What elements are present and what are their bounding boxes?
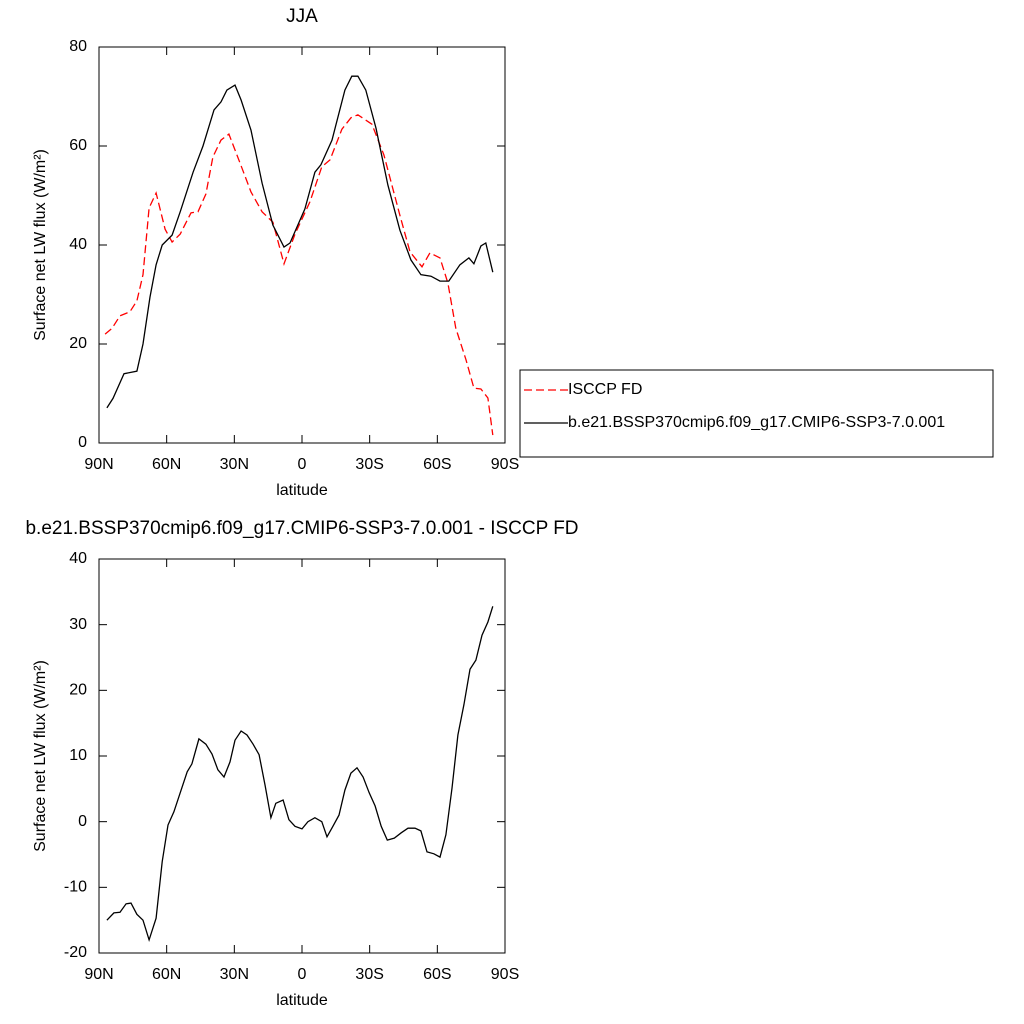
legend-box (519, 369, 994, 458)
data-line (106, 75, 494, 409)
y-tick-label: 0 (78, 813, 87, 830)
x-tick-label: 30N (220, 966, 249, 983)
x-tick-label: 30S (355, 966, 383, 983)
y-tick-label: 10 (69, 747, 87, 764)
x-tick-label: 60N (152, 456, 181, 473)
plot-frame (98, 558, 506, 954)
x-tick-label: 90N (84, 456, 113, 473)
x-tick-label: 0 (298, 966, 307, 983)
y-tick-label: 0 (78, 434, 87, 451)
x-tick-label: 60S (423, 456, 451, 473)
y-tick-label: 20 (69, 682, 87, 699)
legend-label: b.e21.BSSP370cmip6.f09_g17.CMIP6-SSP3-7.… (568, 414, 945, 431)
chart-title: b.e21.BSSP370cmip6.f09_g17.CMIP6-SSP3-7.… (25, 518, 578, 539)
x-tick-label: 0 (298, 456, 307, 473)
y-tick-label: -10 (64, 879, 87, 896)
x-tick-label: 30S (355, 456, 383, 473)
y-tick-label: 80 (69, 38, 87, 55)
x-axis-label: latitude (276, 992, 328, 1009)
x-tick-label: 60N (152, 966, 181, 983)
y-tick-label: -20 (64, 944, 87, 961)
x-tick-label: 90S (491, 966, 519, 983)
plot-frame (98, 46, 506, 444)
data-line (106, 606, 494, 943)
data-line (104, 114, 494, 436)
y-axis-label: Surface net LW flux (W/m²) (32, 660, 49, 852)
y-tick-label: 20 (69, 335, 87, 352)
x-tick-label: 90S (491, 456, 519, 473)
x-tick-label: 60S (423, 966, 451, 983)
y-axis-label: Surface net LW flux (W/m²) (32, 149, 49, 341)
y-tick-label: 30 (69, 616, 87, 633)
x-tick-label: 30N (220, 456, 249, 473)
y-tick-label: 60 (69, 137, 87, 154)
legend-label: ISCCP FD (568, 381, 642, 398)
x-axis-label: latitude (276, 482, 328, 499)
y-tick-label: 40 (69, 236, 87, 253)
chart-title: JJA (286, 6, 318, 27)
y-tick-label: 40 (69, 550, 87, 567)
x-tick-label: 90N (84, 966, 113, 983)
